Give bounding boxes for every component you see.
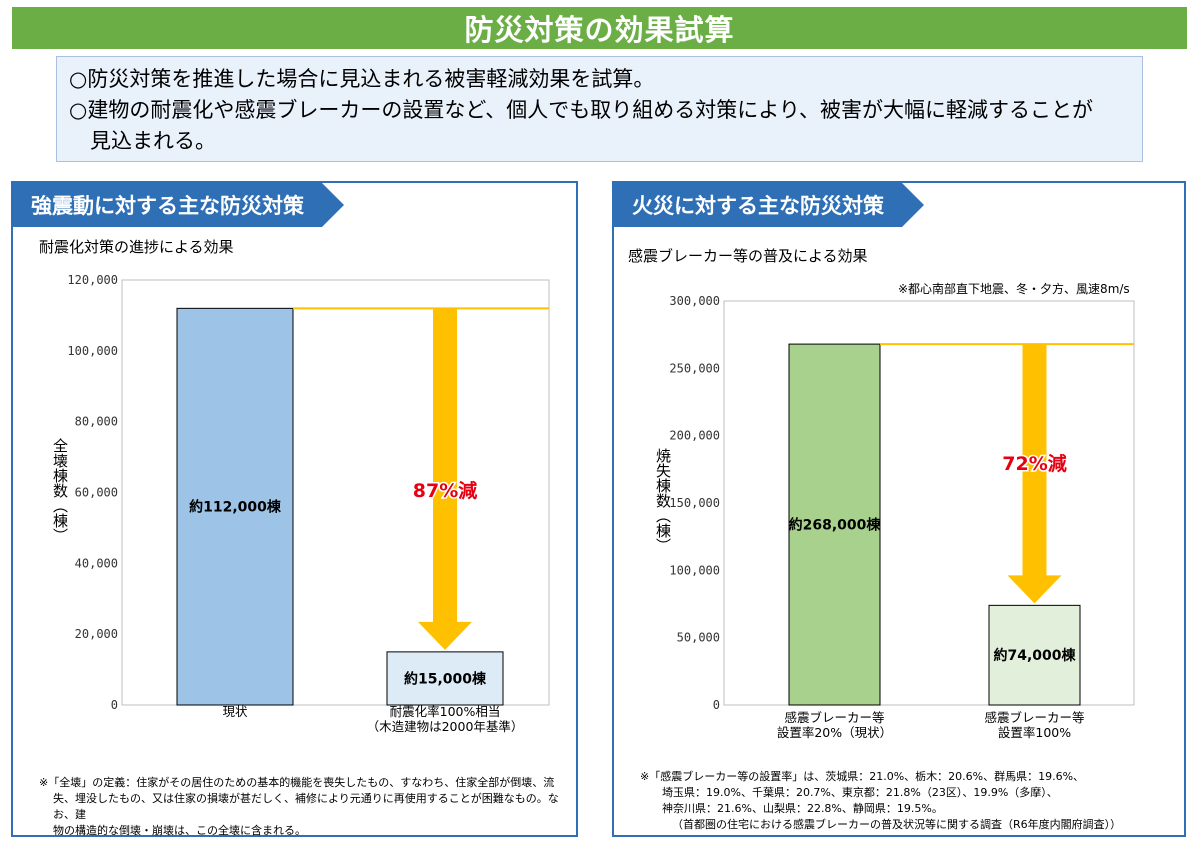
right-bar-data-label: 約268,000棟	[789, 517, 882, 534]
right-x-category-label: 感震ブレーカー等	[784, 710, 884, 725]
right-chart-subtitle: 感震ブレーカー等の普及による効果	[628, 247, 868, 265]
right-y-tick-label: 300,000	[669, 294, 720, 308]
right-y-tick-label: 150,000	[669, 496, 720, 510]
page-title: 防災対策の効果試算	[464, 13, 735, 47]
right-y-tick-label: 0	[713, 698, 720, 712]
summary-line-2: ○建物の耐震化や感震ブレーカーの設置など、個人でも取り組める対策により、被害が大…	[69, 98, 1094, 122]
right-y-tick-label: 50,000	[677, 631, 720, 645]
left-reduction-arrow	[418, 308, 472, 650]
right-plot-area	[723, 300, 1135, 706]
left-y-tick-label: 0	[111, 698, 118, 712]
right-panel: 火災に対する主な防災対策 感震ブレーカー等の普及による効果 ※都心南部直下地震、…	[612, 181, 1186, 837]
right-reduction-annotation: 72%減	[1002, 452, 1066, 475]
left-plot-area	[121, 279, 550, 706]
left-y-tick-label: 80,000	[75, 415, 118, 429]
right-footnote-line: 埼玉県：19.0%、千葉県：20.7%、東京都：21.8%（23区）、19.9%…	[662, 786, 1058, 799]
right-x-category-label: 設置率100%	[998, 725, 1071, 740]
summary-box: ○防災対策を推進した場合に見込まれる被害軽減効果を試算。 ○建物の耐震化や感震ブ…	[56, 56, 1143, 162]
left-y-tick-label: 20,000	[75, 627, 118, 641]
left-y-axis-label: 全壊棟数（棟）	[51, 438, 69, 543]
left-bar-data-label: 約112,000棟	[189, 499, 282, 516]
right-bar	[988, 604, 1081, 706]
left-y-tick-label: 120,000	[67, 273, 118, 287]
right-y-tick-label: 250,000	[669, 361, 720, 375]
left-x-category-label: 耐震化率100%相当	[390, 704, 501, 719]
left-chart-subtitle: 耐震化対策の進捗による効果	[39, 238, 234, 256]
left-x-category-label: 現状	[222, 704, 248, 719]
right-bar-data-label: 約74,000棟	[993, 647, 1076, 664]
right-y-tick-label: 100,000	[669, 563, 720, 577]
left-y-tick-label: 100,000	[67, 344, 118, 358]
left-panel: 強震動に対する主な防災対策 耐震化対策の進捗による効果 全壊棟数（棟） ※「全壊…	[11, 181, 578, 837]
page-title-bar: 防災対策の効果試算	[12, 7, 1187, 49]
left-bar	[176, 307, 294, 706]
summary-line-3: 見込まれる。	[90, 129, 216, 153]
right-y-axis-label: 焼失棟数（棟）	[654, 448, 672, 553]
right-footnote: ※「感震ブレーカー等の設置率」は、茨城県：21.0%、栃木：20.6%、群馬県：…	[640, 769, 1121, 833]
left-footnote-line: 失、埋没したもの、又は住家の損壊が甚だしく、補修により元通りに再使用することが困…	[53, 792, 559, 821]
right-x-category-label: 感震ブレーカー等	[984, 710, 1084, 725]
right-chart-condition: ※都心南部直下地震、冬・夕方、風速8m/s	[898, 282, 1130, 296]
right-footnote-line: ※「感震ブレーカー等の設置率」は、茨城県：21.0%、栃木：20.6%、群馬県：…	[640, 770, 1085, 783]
left-bar-data-label: 約15,000棟	[404, 670, 487, 687]
right-reduction-arrow	[1007, 344, 1062, 604]
left-panel-heading: 強震動に対する主な防災対策	[13, 183, 344, 227]
summary-line-1: ○防災対策を推進した場合に見込まれる被害軽減効果を試算。	[69, 67, 655, 91]
right-footnote-line: 神奈川県：21.6%、山梨県：22.8%、静岡県：19.5%。	[662, 802, 943, 815]
left-footnote-line: 物の構造的な倒壊・崩壊は、この全壊に含まれる。	[53, 824, 306, 837]
left-bar	[386, 651, 504, 706]
left-footnote: ※「全壊」の定義：住家がその居住のための基本的機能を喪失したもの、すなわち、住家…	[39, 775, 576, 839]
right-x-category-label: 設置率20%（現状）	[777, 725, 892, 740]
left-x-category-label: （木造建物は2000年基準）	[367, 719, 524, 734]
right-footnote-line: （首都圏の住宅における感震ブレーカーの普及状況等に関する調査（R6年度内閣府調査…	[672, 818, 1122, 831]
left-footnote-line: ※「全壊」の定義：住家がその居住のための基本的機能を喪失したもの、すなわち、住家…	[39, 776, 555, 789]
left-y-tick-label: 40,000	[75, 556, 118, 570]
right-bar	[788, 343, 881, 706]
right-panel-heading: 火災に対する主な防災対策	[614, 183, 924, 227]
right-y-tick-label: 200,000	[669, 429, 720, 443]
left-reduction-annotation: 87%減	[413, 479, 477, 502]
left-y-tick-label: 60,000	[75, 486, 118, 500]
